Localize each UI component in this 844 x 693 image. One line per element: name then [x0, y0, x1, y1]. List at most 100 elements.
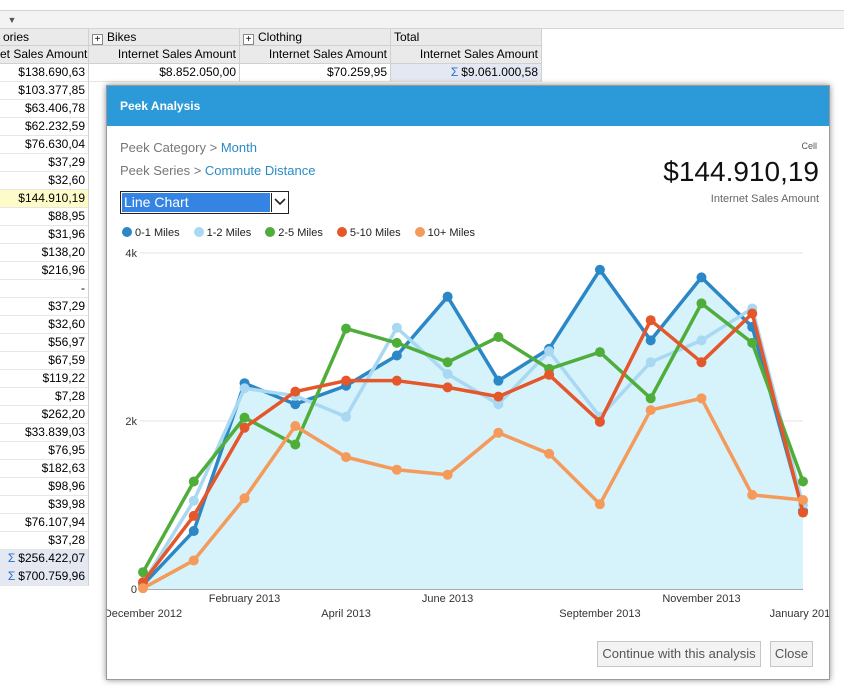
- data-point: [493, 375, 504, 386]
- legend-item[interactable]: 2-5 Miles: [265, 227, 323, 239]
- legend-dot-icon: [414, 227, 425, 237]
- grid-cell-value: $32,60: [48, 173, 85, 187]
- grid-cell[interactable]: $138,20: [0, 244, 89, 262]
- grid-cell[interactable]: $138.690,63: [0, 64, 89, 82]
- chart-type-select[interactable]: Line Chart: [120, 191, 289, 214]
- column-header-row: ories + Bikes + Clothing Total: [0, 29, 844, 46]
- grid-cell[interactable]: $76.107,94: [0, 514, 89, 532]
- measure-header[interactable]: Internet Sales Amount: [240, 46, 391, 64]
- grid-total-cell[interactable]: Σ $9.061.000,58: [391, 64, 542, 82]
- grid-cell-value: $56,97: [48, 335, 85, 349]
- grid-cell[interactable]: $37,29: [0, 154, 89, 172]
- grid-cell[interactable]: $62.232,59: [0, 118, 89, 136]
- grid-cell-value: $88,95: [48, 209, 85, 223]
- grid-cell[interactable]: $56,97: [0, 334, 89, 352]
- grid-cell[interactable]: $31,96: [0, 226, 89, 244]
- chevron-down-icon[interactable]: [271, 193, 287, 212]
- filter-dropdown-icon[interactable]: ▼: [7, 15, 17, 25]
- grid-cell[interactable]: -: [0, 280, 89, 298]
- grid-cell[interactable]: $216,96: [0, 262, 89, 280]
- close-button[interactable]: Close: [770, 641, 813, 667]
- grid-cell[interactable]: $182,63: [0, 460, 89, 478]
- data-point: [798, 494, 808, 505]
- measure-header[interactable]: Internet Sales Amount: [391, 46, 542, 64]
- legend-label: 1-2 Miles: [206, 227, 252, 239]
- x-tick-label: December 2012: [107, 608, 182, 620]
- data-point: [239, 412, 250, 423]
- grid-cell[interactable]: $67,59: [0, 352, 89, 370]
- data-point: [594, 416, 605, 427]
- peek-series-breadcrumb: Peek Series > Commute Distance: [120, 163, 315, 178]
- data-point: [645, 335, 656, 346]
- grid-cell[interactable]: $98,96: [0, 478, 89, 496]
- measure-header[interactable]: et Sales Amount: [0, 46, 89, 64]
- grid-cell[interactable]: $103.377,85: [0, 82, 89, 100]
- legend-item[interactable]: 1-2 Miles: [193, 227, 252, 239]
- sigma-icon: Σ: [450, 65, 459, 79]
- grid-cell[interactable]: $88,95: [0, 208, 89, 226]
- legend-label: 5-10 Miles: [349, 227, 401, 239]
- data-point: [442, 357, 453, 368]
- grid-cell[interactable]: $39,98: [0, 496, 89, 514]
- grid-cell[interactable]: $76.630,04: [0, 136, 89, 154]
- data-point: [544, 369, 555, 380]
- grid-cell-value: $37,29: [48, 299, 85, 313]
- peek-series-link[interactable]: Commute Distance: [204, 163, 316, 178]
- legend-item[interactable]: 0-1 Miles: [122, 227, 180, 239]
- measure-header[interactable]: Internet Sales Amount: [89, 46, 240, 64]
- expand-icon[interactable]: +: [243, 34, 254, 45]
- grid-cell-value: $182,63: [41, 461, 85, 475]
- data-point: [341, 375, 352, 386]
- grid-cell[interactable]: $37,29: [0, 298, 89, 316]
- data-point: [341, 452, 352, 463]
- column-header-total[interactable]: Total: [391, 29, 542, 46]
- grid-cell-value: $138,20: [41, 245, 85, 259]
- legend-dot-icon: [122, 227, 132, 237]
- column-header-accessories[interactable]: ories: [0, 29, 89, 46]
- legend-label: 2-5 Miles: [278, 227, 323, 239]
- data-point: [645, 315, 656, 326]
- data-point: [645, 405, 656, 416]
- column-header-label: Total: [394, 30, 420, 44]
- grid-cell[interactable]: Σ $256.422,07: [0, 550, 89, 568]
- data-point: [290, 421, 301, 432]
- grid-cell[interactable]: $70.259,95: [240, 64, 391, 82]
- data-point: [696, 335, 707, 346]
- grid-cell[interactable]: $37,28: [0, 532, 89, 550]
- sigma-icon: Σ: [7, 551, 16, 565]
- chart-type-selected-value: Line Chart: [122, 193, 270, 212]
- data-point: [138, 567, 148, 578]
- grid-cell[interactable]: $262,20: [0, 406, 89, 424]
- grid-cell-selected[interactable]: $144.910,19: [0, 190, 89, 208]
- data-point: [188, 555, 199, 566]
- column-header-label: Bikes: [107, 30, 137, 44]
- peek-category-link[interactable]: Month: [220, 140, 257, 155]
- grid-cell[interactable]: $76,95: [0, 442, 89, 460]
- grid-cell[interactable]: $33.839,03: [0, 424, 89, 442]
- grid-cell[interactable]: Σ $700.759,96: [0, 568, 89, 586]
- grid-cell[interactable]: $7,28: [0, 388, 89, 406]
- data-point: [290, 386, 301, 397]
- legend-item[interactable]: 10+ Miles: [414, 227, 475, 239]
- grid-top-bar: [0, 0, 844, 11]
- legend-item[interactable]: 5-10 Miles: [336, 227, 401, 239]
- grid-cell-value: $32,60: [48, 317, 85, 331]
- grid-cell[interactable]: $63.406,78: [0, 100, 89, 118]
- grid-cell[interactable]: $8.852.050,00: [89, 64, 240, 82]
- y-tick-label: 0: [131, 584, 137, 596]
- continue-analysis-button[interactable]: Continue with this analysis: [597, 641, 761, 667]
- data-point: [290, 399, 301, 410]
- series-line: [141, 306, 805, 585]
- grid-cell[interactable]: $32,60: [0, 172, 89, 190]
- peek-category-label: Peek Category >: [120, 140, 218, 155]
- grid-cell[interactable]: $32,60: [0, 316, 89, 334]
- data-point: [188, 476, 199, 487]
- expand-icon[interactable]: +: [92, 34, 103, 45]
- grid-cell[interactable]: $119,22: [0, 370, 89, 388]
- column-header-clothing[interactable]: + Clothing: [240, 29, 391, 46]
- peek-analysis-dialog: Peek Analysis Peek Category > Month Peek…: [106, 85, 830, 680]
- cell-value: $144.910,19: [663, 156, 819, 187]
- sigma-icon: Σ: [7, 569, 16, 583]
- grid-cell-value: $700.759,96: [18, 569, 85, 583]
- column-header-bikes[interactable]: + Bikes: [89, 29, 240, 46]
